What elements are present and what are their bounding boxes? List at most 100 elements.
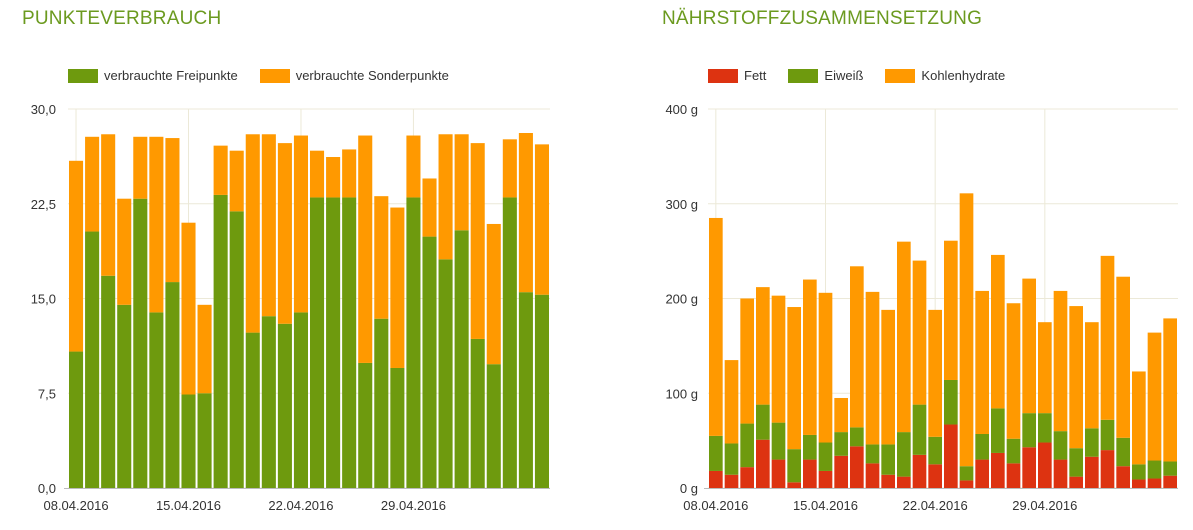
bar-fett-15[interactable] <box>944 424 958 488</box>
bar-sonderpunkte-22[interactable] <box>422 178 437 237</box>
bar-freipunkte-24[interactable] <box>454 230 469 488</box>
bar-fett-14[interactable] <box>928 464 942 488</box>
legend-item-eiweiss[interactable]: Eiweiß <box>788 68 863 83</box>
bar-sonderpunkte-1[interactable] <box>85 136 100 232</box>
bar-fett-1[interactable] <box>724 474 739 488</box>
bar-sonderpunkte-11[interactable] <box>245 134 260 333</box>
bar-kohlenhydrate-20[interactable] <box>1022 278 1036 414</box>
bar-freipunkte-13[interactable] <box>277 323 292 488</box>
bar-sonderpunkte-21[interactable] <box>406 135 421 198</box>
bar-freipunkte-17[interactable] <box>342 197 357 488</box>
bar-kohlenhydrate-29[interactable] <box>1163 318 1177 462</box>
bar-freipunkte-7[interactable] <box>181 394 196 488</box>
bar-fett-27[interactable] <box>1132 479 1146 488</box>
bar-kohlenhydrate-26[interactable] <box>1116 276 1130 438</box>
bar-freipunkte-9[interactable] <box>213 194 228 488</box>
bar-fett-8[interactable] <box>834 455 848 488</box>
bar-sonderpunkte-14[interactable] <box>293 135 308 313</box>
bar-sonderpunkte-26[interactable] <box>486 223 501 365</box>
bar-freipunkte-6[interactable] <box>165 282 180 488</box>
bar-fett-9[interactable] <box>850 446 864 488</box>
bar-kohlenhydrate-3[interactable] <box>756 287 770 405</box>
bar-fett-26[interactable] <box>1116 466 1130 488</box>
bar-kohlenhydrate-6[interactable] <box>803 279 817 435</box>
bar-freipunkte-25[interactable] <box>470 338 485 488</box>
bar-fett-19[interactable] <box>1006 463 1021 488</box>
legend-item-kohlenhydrate[interactable]: Kohlenhydrate <box>885 68 1005 83</box>
bar-freipunkte-16[interactable] <box>326 197 341 488</box>
bar-eiweiss-27[interactable] <box>1132 464 1146 480</box>
bar-kohlenhydrate-27[interactable] <box>1132 371 1146 465</box>
bar-eiweiss-5[interactable] <box>787 449 801 483</box>
bar-kohlenhydrate-23[interactable] <box>1069 306 1083 449</box>
bar-fett-13[interactable] <box>912 454 927 488</box>
bar-kohlenhydrate-12[interactable] <box>897 241 911 433</box>
bar-kohlenhydrate-22[interactable] <box>1053 290 1068 432</box>
bar-kohlenhydrate-28[interactable] <box>1147 332 1162 461</box>
bar-fett-28[interactable] <box>1147 478 1162 488</box>
bar-eiweiss-21[interactable] <box>1038 413 1052 443</box>
bar-sonderpunkte-19[interactable] <box>374 196 389 319</box>
legend-item-fett[interactable]: Fett <box>708 68 766 83</box>
bar-fett-5[interactable] <box>787 482 801 488</box>
bar-eiweiss-11[interactable] <box>881 444 895 475</box>
bar-kohlenhydrate-21[interactable] <box>1038 322 1052 414</box>
bar-kohlenhydrate-8[interactable] <box>834 397 848 433</box>
bar-freipunkte-3[interactable] <box>117 304 132 488</box>
bar-kohlenhydrate-9[interactable] <box>850 266 864 428</box>
bar-sonderpunkte-2[interactable] <box>101 134 116 276</box>
bar-fett-7[interactable] <box>818 470 833 488</box>
bar-kohlenhydrate-11[interactable] <box>881 309 895 445</box>
bar-sonderpunkte-0[interactable] <box>69 160 84 352</box>
bar-eiweiss-18[interactable] <box>991 408 1005 453</box>
bar-eiweiss-29[interactable] <box>1163 461 1177 476</box>
bar-fett-6[interactable] <box>803 459 817 488</box>
bar-eiweiss-13[interactable] <box>912 404 927 455</box>
bar-kohlenhydrate-7[interactable] <box>818 292 833 443</box>
bar-kohlenhydrate-17[interactable] <box>975 290 989 434</box>
bar-eiweiss-7[interactable] <box>818 442 833 471</box>
bar-sonderpunkte-10[interactable] <box>229 150 244 212</box>
bar-eiweiss-8[interactable] <box>834 432 848 456</box>
bar-freipunkte-10[interactable] <box>229 211 244 488</box>
bar-freipunkte-18[interactable] <box>358 362 373 488</box>
bar-fett-23[interactable] <box>1069 476 1083 488</box>
bar-kohlenhydrate-14[interactable] <box>928 309 942 437</box>
bar-sonderpunkte-17[interactable] <box>342 149 357 198</box>
bar-eiweiss-3[interactable] <box>756 404 770 440</box>
bar-freipunkte-26[interactable] <box>486 364 501 488</box>
bar-eiweiss-9[interactable] <box>850 427 864 447</box>
bar-eiweiss-14[interactable] <box>928 436 942 465</box>
bar-sonderpunkte-23[interactable] <box>438 134 453 260</box>
bar-freipunkte-23[interactable] <box>438 259 453 488</box>
bar-freipunkte-0[interactable] <box>69 351 84 488</box>
bar-kohlenhydrate-13[interactable] <box>912 260 927 405</box>
bar-fett-21[interactable] <box>1038 442 1052 488</box>
bar-freipunkte-5[interactable] <box>149 312 164 488</box>
bar-kohlenhydrate-4[interactable] <box>771 295 786 423</box>
bar-fett-10[interactable] <box>865 463 880 488</box>
bar-freipunkte-22[interactable] <box>422 236 437 488</box>
bar-sonderpunkte-7[interactable] <box>181 222 196 395</box>
bar-fett-25[interactable] <box>1100 450 1115 488</box>
bar-kohlenhydrate-5[interactable] <box>787 307 801 450</box>
bar-fett-20[interactable] <box>1022 447 1036 488</box>
bar-freipunkte-4[interactable] <box>133 198 148 488</box>
bar-kohlenhydrate-24[interactable] <box>1085 322 1099 429</box>
bar-kohlenhydrate-18[interactable] <box>991 254 1005 409</box>
bar-freipunkte-29[interactable] <box>534 294 549 488</box>
bar-eiweiss-24[interactable] <box>1085 428 1099 457</box>
bar-freipunkte-14[interactable] <box>293 312 308 488</box>
bar-fett-11[interactable] <box>881 474 895 488</box>
bar-freipunkte-1[interactable] <box>85 231 100 489</box>
bar-freipunkte-8[interactable] <box>197 393 212 488</box>
bar-eiweiss-25[interactable] <box>1100 419 1115 451</box>
bar-sonderpunkte-3[interactable] <box>117 198 132 305</box>
bar-freipunkte-28[interactable] <box>518 292 533 488</box>
bar-sonderpunkte-13[interactable] <box>277 143 292 324</box>
bar-freipunkte-11[interactable] <box>245 332 260 488</box>
bar-freipunkte-12[interactable] <box>261 316 276 488</box>
bar-sonderpunkte-4[interactable] <box>133 136 148 199</box>
legend-item-sonderpunkte[interactable]: verbrauchte Sonderpunkte <box>259 68 449 83</box>
bar-fett-4[interactable] <box>771 459 786 488</box>
